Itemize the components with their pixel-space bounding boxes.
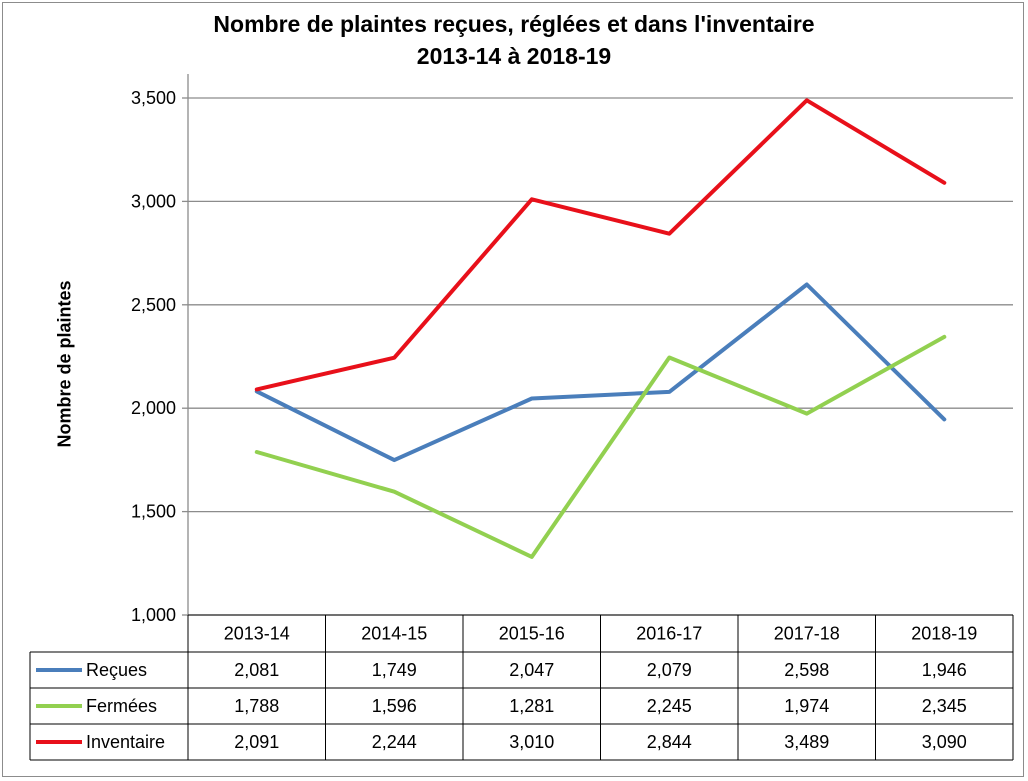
x-category-label: 2018-19 [911, 624, 977, 644]
x-category-label: 2013-14 [224, 624, 290, 644]
table-value: 2,244 [372, 732, 417, 752]
table-value: 2,598 [784, 660, 829, 680]
x-category-label: 2014-15 [361, 624, 427, 644]
y-tick-label: 3,000 [131, 191, 176, 211]
table-value: 1,749 [372, 660, 417, 680]
table-value: 2,245 [647, 696, 692, 716]
table-value: 2,079 [647, 660, 692, 680]
y-tick-label: 1,500 [131, 502, 176, 522]
table-value: 1,281 [509, 696, 554, 716]
x-category-label: 2015-16 [499, 624, 565, 644]
table-value: 3,489 [784, 732, 829, 752]
legend-label: Reçues [86, 660, 147, 680]
series-line-1 [254, 334, 947, 559]
series-line-0 [254, 282, 947, 463]
series-line-2 [254, 98, 947, 392]
y-tick-label: 2,000 [131, 398, 176, 418]
legend-label: Inventaire [86, 732, 165, 752]
table-value: 3,090 [922, 732, 967, 752]
table-value: 2,345 [922, 696, 967, 716]
y-tick-label: 1,000 [131, 605, 176, 625]
table-value: 2,091 [234, 732, 279, 752]
chart-title: Nombre de plaintes reçues, réglées et da… [0, 8, 1028, 72]
table-value: 1,974 [784, 696, 829, 716]
table-value: 2,047 [509, 660, 554, 680]
table-value: 1,946 [922, 660, 967, 680]
x-category-label: 2016-17 [636, 624, 702, 644]
chart-title-line1: Nombre de plaintes reçues, réglées et da… [213, 11, 815, 37]
table-value: 1,596 [372, 696, 417, 716]
table-value: 1,788 [234, 696, 279, 716]
y-tick-label: 3,500 [131, 88, 176, 108]
chart-title-line2: 2013-14 à 2018-19 [416, 43, 612, 69]
table-value: 2,844 [647, 732, 692, 752]
y-tick-label: 2,500 [131, 295, 176, 315]
table-value: 2,081 [234, 660, 279, 680]
legend-label: Fermées [86, 696, 157, 716]
table-value: 3,010 [509, 732, 554, 752]
x-category-label: 2017-18 [774, 624, 840, 644]
